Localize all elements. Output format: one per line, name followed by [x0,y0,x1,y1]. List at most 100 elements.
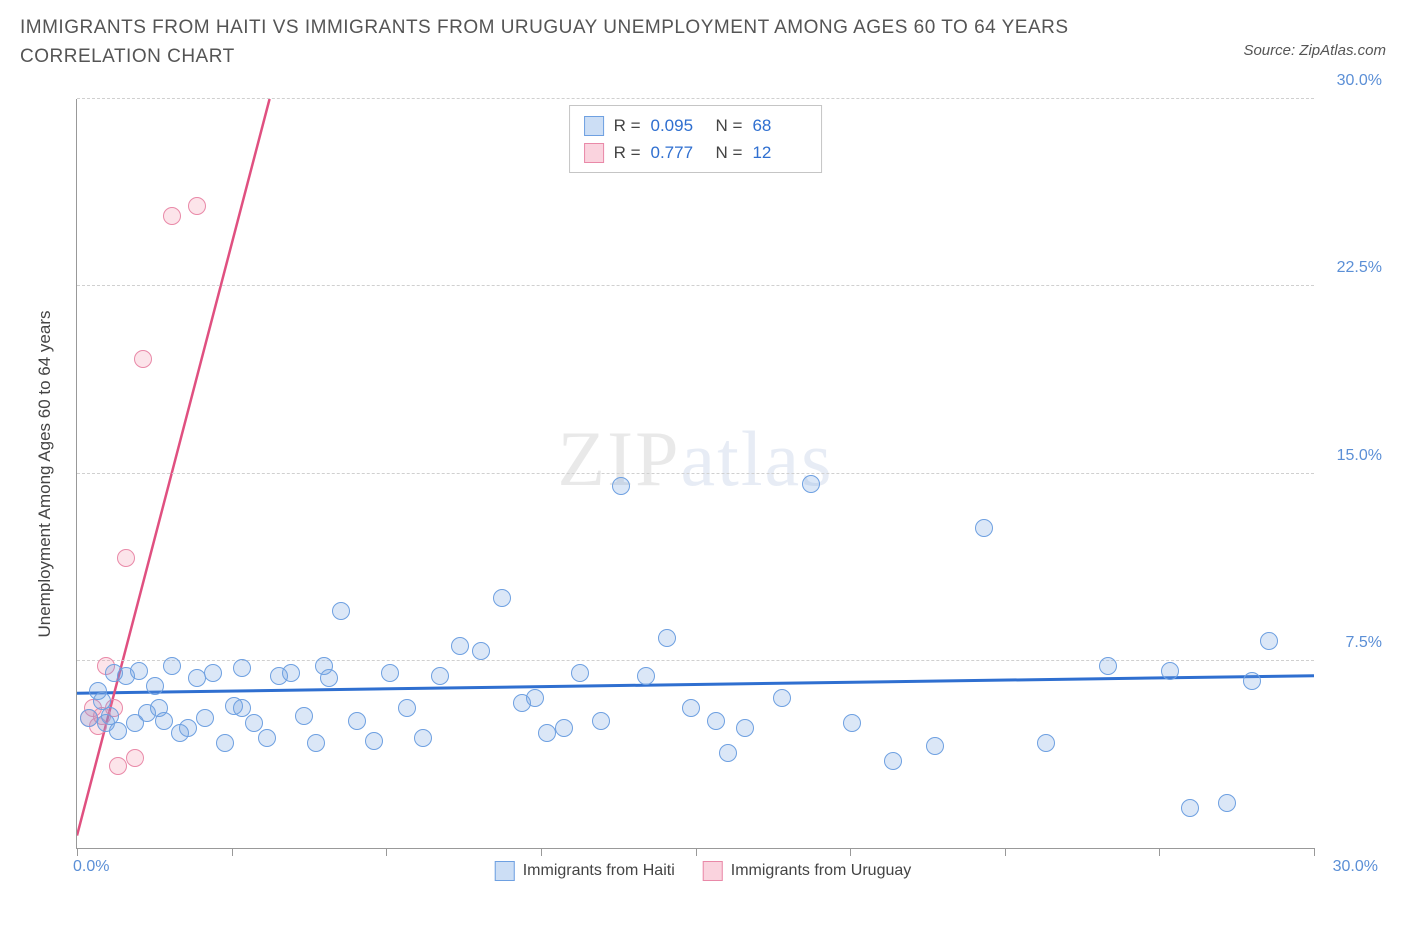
chart-title: IMMIGRANTS FROM HAITI VS IMMIGRANTS FROM… [20,14,1120,71]
r-label: R = [614,112,641,139]
n-value-blue: 68 [752,112,807,139]
y-tick-label: 30.0% [1337,72,1382,90]
legend-item-blue: Immigrants from Haiti [495,861,675,881]
r-value-pink: 0.777 [651,139,706,166]
scatter-point [204,664,222,682]
legend-label-pink: Immigrants from Uruguay [731,862,912,880]
plot-area: Unemployment Among Ages 60 to 64 years Z… [76,99,1314,849]
scatter-point [975,519,993,537]
x-tick [541,848,542,856]
scatter-point [233,659,251,677]
scatter-point [332,602,350,620]
scatter-point [196,709,214,727]
scatter-point [84,699,102,717]
scatter-point [451,637,469,655]
scatter-point [93,692,111,710]
scatter-point [320,669,338,687]
n-label: N = [716,112,743,139]
scatter-point [592,712,610,730]
scatter-point [926,737,944,755]
stats-box: R = 0.095 N = 68 R = 0.777 N = 12 [569,105,823,173]
scatter-point [258,729,276,747]
scatter-point [843,714,861,732]
stats-row-blue: R = 0.095 N = 68 [584,112,808,139]
scatter-point [1181,799,1199,817]
scatter-point [130,662,148,680]
scatter-point [179,719,197,737]
y-tick-label: 7.5% [1346,634,1382,652]
scatter-point [398,699,416,717]
x-tick [1314,848,1315,856]
scatter-point [105,664,123,682]
n-value-pink: 12 [752,139,807,166]
chart-container: Unemployment Among Ages 60 to 64 years Z… [20,79,1386,889]
watermark-atlas: atlas [681,415,834,502]
grid-line [77,98,1314,99]
scatter-point [216,734,234,752]
scatter-point [126,714,144,732]
scatter-point [89,682,107,700]
scatter-point [1243,672,1261,690]
scatter-point [93,707,111,725]
legend-swatch-pink-icon [703,861,723,881]
r-label: R = [614,139,641,166]
swatch-blue-icon [584,116,604,136]
scatter-point [109,757,127,775]
scatter-point [348,712,366,730]
scatter-point [163,207,181,225]
scatter-point [1037,734,1055,752]
scatter-point [1260,632,1278,650]
x-tick [850,848,851,856]
scatter-point [150,699,168,717]
scatter-point [146,677,164,695]
scatter-point [513,694,531,712]
scatter-point [105,699,123,717]
scatter-point [707,712,725,730]
scatter-point [493,589,511,607]
scatter-point [117,549,135,567]
scatter-point [101,707,119,725]
source-label: Source: ZipAtlas.com [1243,42,1386,59]
scatter-point [414,729,432,747]
grid-line [77,473,1314,474]
scatter-point [282,664,300,682]
scatter-point [555,719,573,737]
scatter-point [802,475,820,493]
scatter-point [773,689,791,707]
scatter-point [538,724,556,742]
x-max-label: 30.0% [1333,858,1378,876]
scatter-point [381,664,399,682]
scatter-point [138,704,156,722]
scatter-point [571,664,589,682]
trend-lines [77,99,1314,848]
scatter-point [658,629,676,647]
scatter-point [134,350,152,368]
x-tick [1005,848,1006,856]
scatter-point [109,722,127,740]
scatter-point [637,667,655,685]
scatter-point [736,719,754,737]
scatter-point [472,642,490,660]
scatter-point [225,697,243,715]
x-tick [696,848,697,856]
scatter-point [719,744,737,762]
watermark: ZIPatlas [558,414,834,504]
y-tick-label: 22.5% [1337,259,1382,277]
scatter-point [171,724,189,742]
scatter-point [307,734,325,752]
swatch-pink-icon [584,143,604,163]
x-tick [386,848,387,856]
scatter-point [526,689,544,707]
scatter-point [365,732,383,750]
legend-item-pink: Immigrants from Uruguay [703,861,912,881]
scatter-point [155,712,173,730]
scatter-point [80,709,98,727]
scatter-point [1161,662,1179,680]
scatter-point [884,752,902,770]
chart-header: IMMIGRANTS FROM HAITI VS IMMIGRANTS FROM… [20,14,1386,71]
scatter-point [233,699,251,717]
scatter-point [89,717,107,735]
stats-row-pink: R = 0.777 N = 12 [584,139,808,166]
grid-line [77,285,1314,286]
legend-swatch-blue-icon [495,861,515,881]
